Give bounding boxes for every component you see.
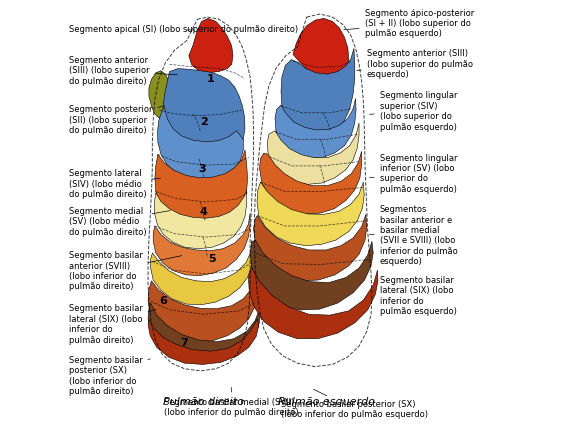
Polygon shape <box>155 150 247 226</box>
Text: Segmento basilar medial (SVII)
(lobo inferior do pulmão direito): Segmento basilar medial (SVII) (lobo inf… <box>164 388 299 417</box>
Text: 1: 1 <box>206 74 214 84</box>
Text: 2: 2 <box>200 117 208 127</box>
Text: Segmento lingular
inferior (SV) (lobo
superior do
pulmão esquerdo): Segmento lingular inferior (SV) (lobo su… <box>370 154 457 194</box>
Text: Segmento medial
(SV) (lobo médio
do pulmão direito): Segmento medial (SV) (lobo médio do pulm… <box>69 207 170 236</box>
Polygon shape <box>189 18 233 73</box>
Polygon shape <box>268 123 359 184</box>
Polygon shape <box>148 319 259 365</box>
Text: Segmento basilar
posterior (SX)
(lobo inferior do
pulmão direito): Segmento basilar posterior (SX) (lobo in… <box>69 356 150 396</box>
Polygon shape <box>157 107 243 180</box>
Text: 4: 4 <box>200 207 208 217</box>
Polygon shape <box>293 18 349 77</box>
Polygon shape <box>250 240 373 310</box>
Polygon shape <box>155 191 247 249</box>
Text: Segmento lateral
(SIV) (lobo médio
do pulmão direito): Segmento lateral (SIV) (lobo médio do pu… <box>69 169 160 199</box>
Text: Segmento posterior
(SII) (lobo superior
do pulmão direito): Segmento posterior (SII) (lobo superior … <box>69 105 165 135</box>
Text: Segmento apical (SI) (lobo superior do pulmão direito): Segmento apical (SI) (lobo superior do p… <box>69 26 298 35</box>
Polygon shape <box>151 240 253 305</box>
Text: Segmento lingular
superior (SIV)
(lobo superior do
pulmão esquerdo): Segmento lingular superior (SIV) (lobo s… <box>370 91 457 132</box>
Polygon shape <box>248 268 378 339</box>
Text: 7: 7 <box>180 338 188 348</box>
Polygon shape <box>260 151 361 214</box>
Text: Segmento basilar posterior (SX)
(lobo inferior do pulmão esquerdo): Segmento basilar posterior (SX) (lobo in… <box>281 389 428 419</box>
Polygon shape <box>153 213 250 276</box>
Text: 6: 6 <box>159 297 167 307</box>
Text: Segmento ápico-posterior
(SI + II) (lobo superior do
pulmão esquerdo): Segmento ápico-posterior (SI + II) (lobo… <box>344 9 474 39</box>
Text: Pulmão esquerdo: Pulmão esquerdo <box>278 397 374 407</box>
Text: Segmentos
basilar anterior e
basilar medial
(SVII e SVIII) (lobo
inferior do pul: Segmentos basilar anterior e basilar med… <box>370 205 457 266</box>
Polygon shape <box>253 214 367 281</box>
Polygon shape <box>163 68 245 160</box>
Polygon shape <box>281 48 355 136</box>
Text: Segmento basilar
anterior (SVIII)
(lobo inferior do
pulmão direito): Segmento basilar anterior (SVIII) (lobo … <box>69 251 182 291</box>
Text: Segmento basilar
lateral (SIX) (lobo
inferior do
pulmão direito): Segmento basilar lateral (SIX) (lobo inf… <box>69 304 156 345</box>
Text: 3: 3 <box>198 165 206 174</box>
Text: Segmento basilar
lateral (SIX) (lobo
inferior do
pulmão esquerdo): Segmento basilar lateral (SIX) (lobo inf… <box>374 276 456 316</box>
Polygon shape <box>149 71 170 118</box>
Polygon shape <box>148 303 260 362</box>
Text: 5: 5 <box>209 254 216 265</box>
Text: Pulmão direito: Pulmão direito <box>164 397 244 407</box>
Polygon shape <box>148 278 257 343</box>
Text: Segmento anterior (SIII)
(lobo superior do pulmão
esquerdo): Segmento anterior (SIII) (lobo superior … <box>357 49 473 79</box>
Polygon shape <box>275 99 356 158</box>
Text: Segmento anterior
(SIII) (lobo superior
do pulmão direito): Segmento anterior (SIII) (lobo superior … <box>69 56 178 86</box>
Polygon shape <box>257 182 364 246</box>
